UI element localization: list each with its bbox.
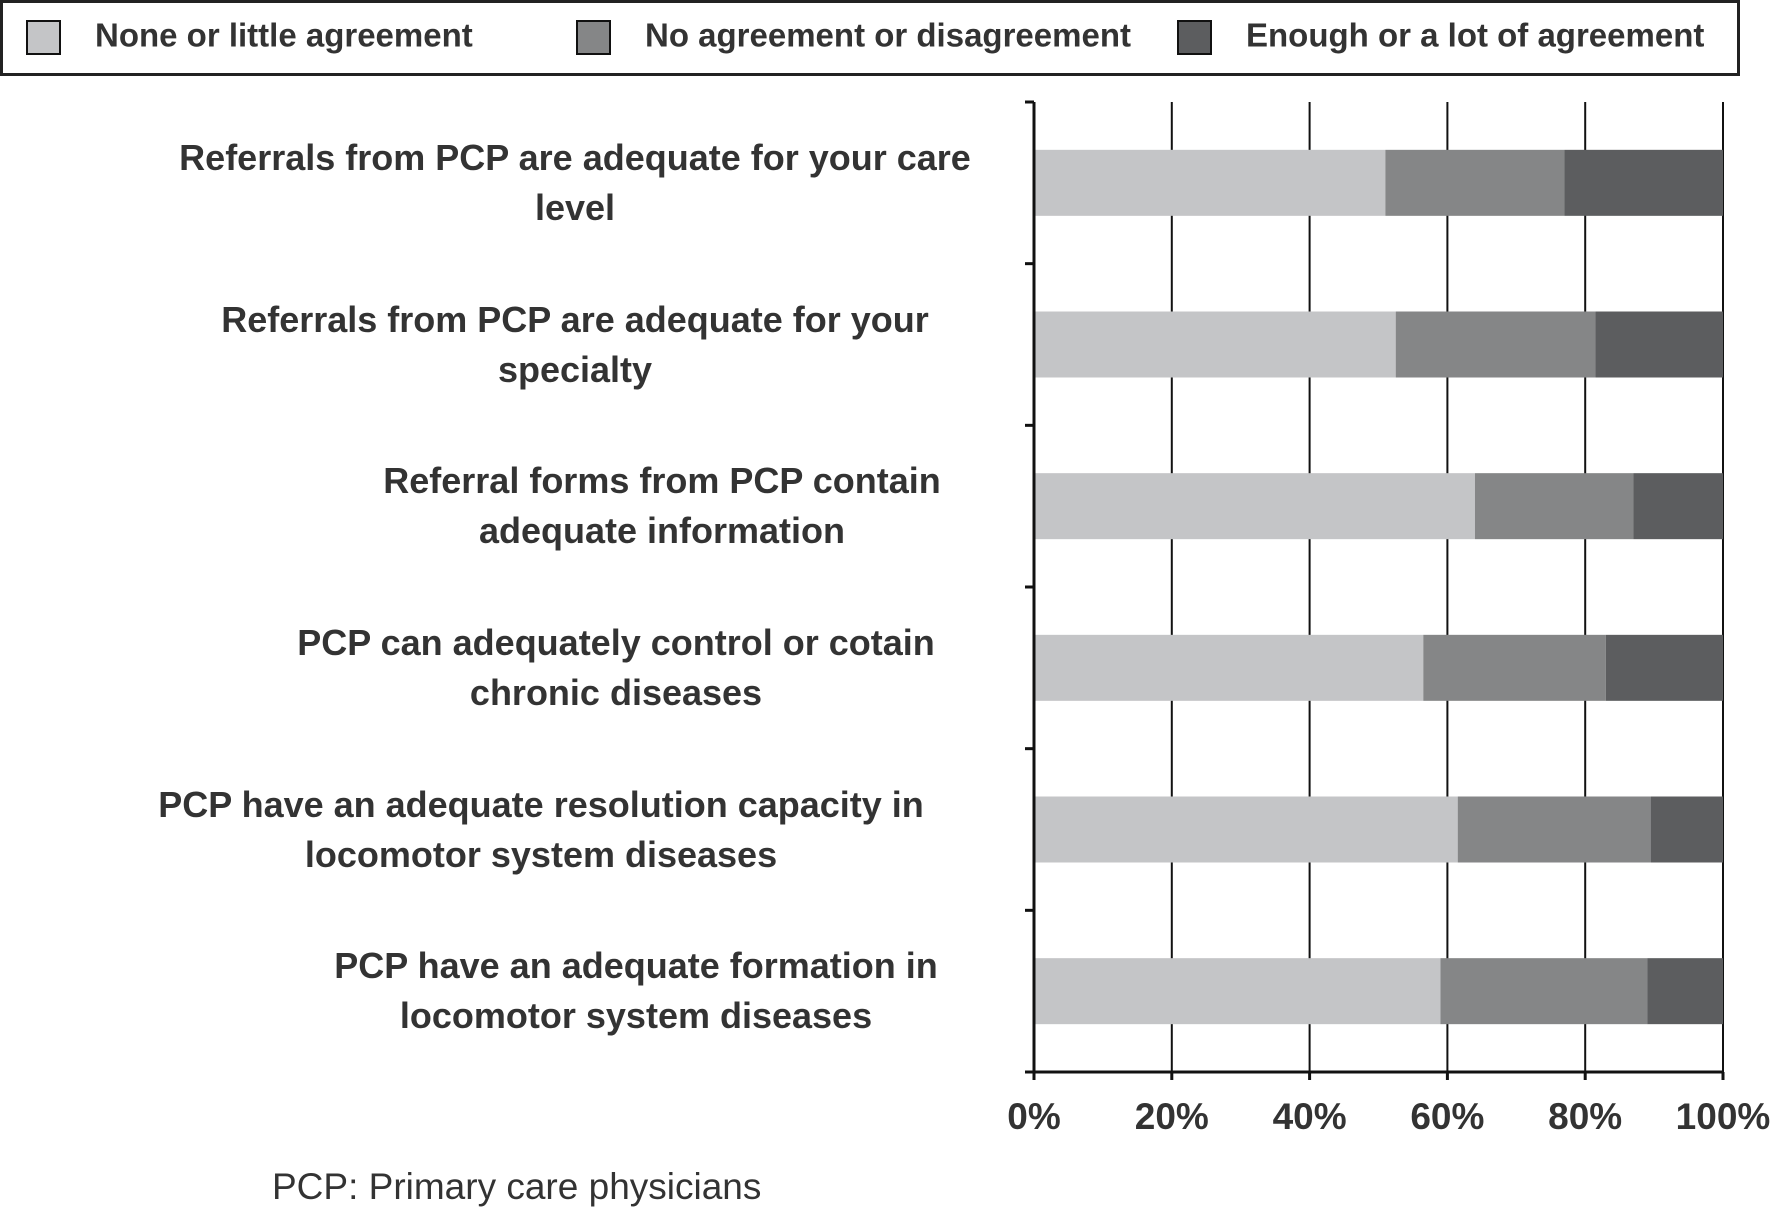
category-label: Referrals from PCP are adequate for your… [179,136,971,228]
category-label: Referral forms from PCP contain adequate… [383,460,941,552]
legend-swatch [1177,20,1212,55]
bar-segment [1034,958,1441,1025]
category-label: PCP have an adequate formation in locomo… [334,945,938,1037]
bar-segment [1647,958,1723,1025]
legend-label: None or little agreement [95,17,473,54]
x-tick-label: 20% [1135,1096,1209,1137]
category-label: PCP have an adequate resolution capacity… [158,783,924,875]
footnote: PCP: Primary care physicians [272,1166,761,1207]
x-tick-label: 60% [1410,1096,1484,1137]
bar-segment [1633,473,1723,540]
bar-segment [1474,473,1634,540]
bar-segment [1595,311,1723,378]
x-tick-label: 0% [1007,1096,1060,1137]
bar-segment [1395,311,1596,378]
legend-box [0,0,1740,76]
bar-segment [1564,149,1723,216]
bar-segment [1034,473,1475,540]
legend-label: No agreement or disagreement [645,17,1131,54]
bar-segment [1423,634,1606,701]
bar-segment [1034,796,1458,863]
bar-segment [1385,149,1565,216]
category-label: Referrals from PCP are adequate for your… [221,298,929,390]
legend-swatch [576,20,611,55]
bar-segment [1034,634,1424,701]
legend-label: Enough or a lot of agreement [1246,17,1704,54]
bar-segment [1457,796,1651,863]
bar-segment [1650,796,1723,863]
bar-segment [1034,311,1396,378]
bar-segment [1605,634,1723,701]
x-tick-label: 40% [1273,1096,1347,1137]
x-tick-label: 80% [1548,1096,1622,1137]
x-tick-label: 100% [1676,1096,1771,1137]
legend-swatch [26,20,61,55]
bar-segment [1440,958,1648,1025]
category-label: PCP can adequately control or cotain chr… [297,621,935,713]
bar-segment [1034,149,1386,216]
